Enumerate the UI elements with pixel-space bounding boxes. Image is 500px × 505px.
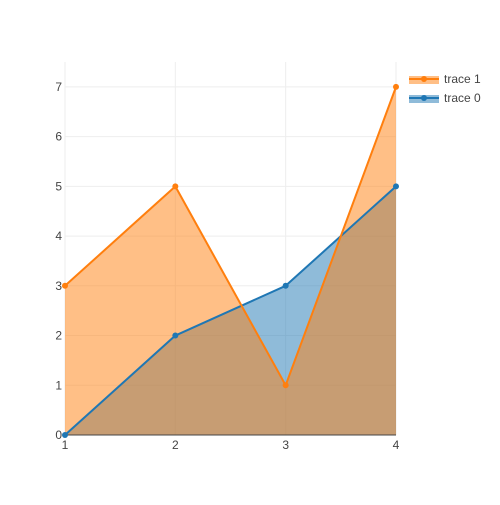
legend-swatch-marker bbox=[421, 76, 427, 82]
legend-item-trace-0[interactable]: trace 0 bbox=[409, 91, 481, 105]
legend-label: trace 0 bbox=[444, 91, 481, 105]
data-point-trace-0 bbox=[393, 183, 399, 190]
plot-areas bbox=[65, 86, 396, 435]
legend-item-trace-1[interactable]: trace 1 bbox=[409, 72, 481, 86]
y-tick-label: 0 bbox=[55, 428, 62, 442]
y-tick-label: 4 bbox=[55, 229, 62, 243]
line-trace-1 bbox=[64, 86, 397, 387]
y-tick-label: 7 bbox=[55, 80, 62, 94]
y-tick-label: 1 bbox=[55, 378, 62, 392]
data-point-trace-0 bbox=[282, 282, 289, 289]
data-point-trace-1 bbox=[62, 282, 68, 289]
x-tick-label: 4 bbox=[393, 438, 400, 452]
data-point-trace-1 bbox=[393, 83, 399, 90]
area-fill-trace-1 bbox=[65, 86, 396, 435]
legend-label: trace 1 bbox=[444, 72, 481, 86]
y-tick-label: 5 bbox=[55, 179, 62, 193]
x-tick-label: 1 bbox=[62, 438, 69, 452]
y-tick-label: 6 bbox=[55, 130, 62, 144]
data-point-trace-0 bbox=[172, 332, 179, 339]
plot-lines bbox=[62, 83, 399, 438]
legend-swatch-marker bbox=[421, 95, 427, 101]
x-tick-label: 3 bbox=[282, 438, 289, 452]
data-point-trace-0 bbox=[62, 432, 68, 438]
data-point-trace-1 bbox=[282, 382, 289, 389]
legend[interactable]: trace 1 trace 0 bbox=[409, 72, 481, 105]
y-tick-label: 2 bbox=[55, 329, 62, 343]
x-tick-label: 2 bbox=[172, 438, 179, 452]
y-tick-label: 3 bbox=[55, 279, 62, 293]
data-point-trace-1 bbox=[172, 183, 179, 190]
